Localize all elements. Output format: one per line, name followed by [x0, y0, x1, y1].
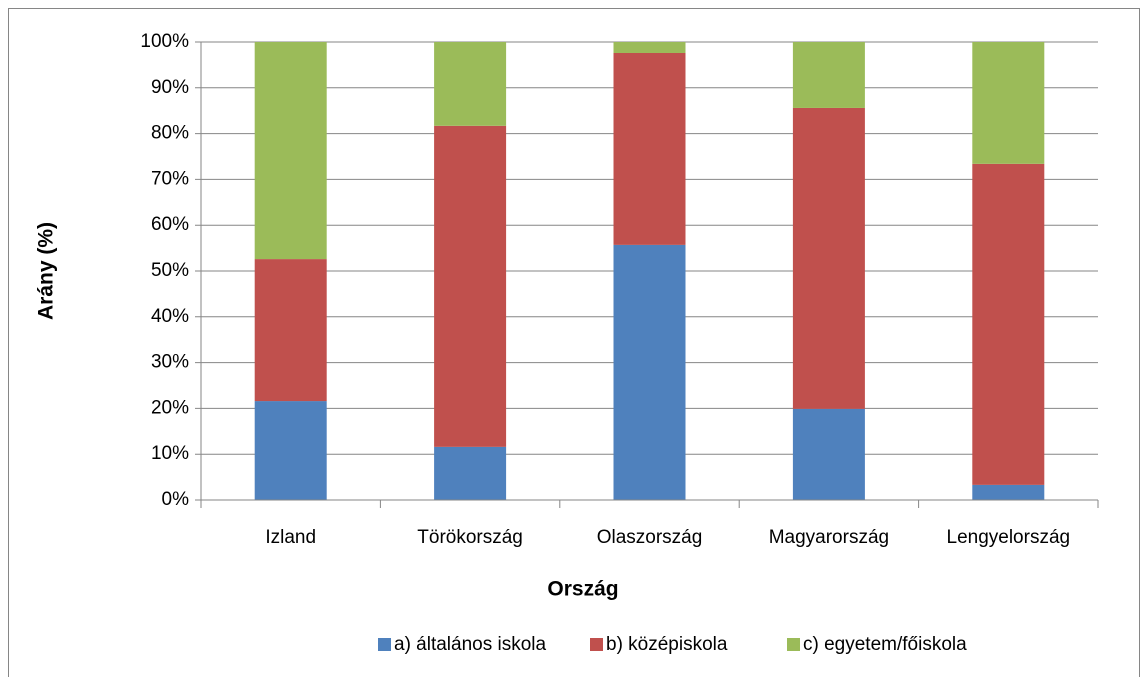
legend-swatch: [787, 638, 800, 651]
chart-frame: [8, 8, 1140, 677]
y-tick-label: 90%: [151, 77, 189, 98]
bar-segment: [254, 401, 327, 500]
y-tick-label: 0%: [162, 489, 190, 510]
x-tick-label: Lengyelország: [947, 527, 1071, 548]
y-tick-label: 60%: [151, 214, 189, 235]
bar-segment: [972, 42, 1045, 164]
bar-segment: [792, 107, 865, 409]
y-tick-label: 80%: [151, 123, 189, 144]
legend-swatch: [378, 638, 391, 651]
y-tick-label: 50%: [151, 260, 189, 281]
legend-label: c) egyetem/főiskola: [803, 634, 967, 655]
bar-segment: [792, 408, 865, 500]
bar-segment: [613, 42, 686, 53]
legend-label: a) általános iskola: [394, 634, 547, 655]
x-tick-label: Törökország: [417, 527, 523, 548]
bar-segment: [434, 446, 507, 500]
bar-segment: [613, 52, 686, 245]
y-tick-label: 30%: [151, 352, 189, 373]
x-tick-label: Izland: [265, 527, 316, 548]
bar-segment: [434, 42, 507, 126]
x-tick-label: Olaszország: [597, 527, 703, 548]
bar-segment: [613, 244, 686, 500]
y-tick-label: 10%: [151, 443, 189, 464]
bar-segment: [254, 259, 327, 402]
y-tick-label: 70%: [151, 168, 189, 189]
bar-segment: [972, 163, 1045, 485]
legend-swatch: [590, 638, 603, 651]
bar-segment: [792, 42, 865, 108]
y-tick-label: 20%: [151, 397, 189, 418]
bar-segment: [254, 42, 327, 260]
x-axis-title: Ország: [547, 578, 618, 601]
x-tick-label: Magyarország: [769, 527, 889, 548]
legend-label: b) középiskola: [606, 634, 728, 655]
bar-segment: [434, 125, 507, 447]
y-axis-title: Arány (%): [35, 222, 58, 320]
y-tick-label: 100%: [140, 31, 189, 52]
bar-segment: [972, 484, 1045, 500]
y-tick-label: 40%: [151, 306, 189, 327]
